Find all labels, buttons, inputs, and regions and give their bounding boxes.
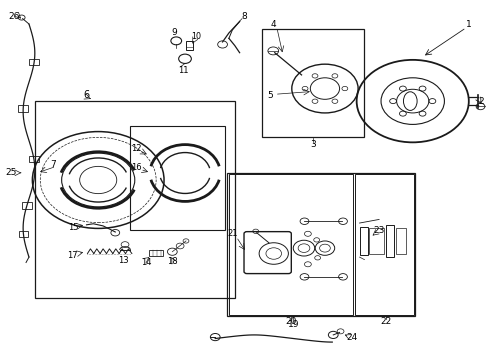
- Text: 1: 1: [465, 19, 471, 28]
- Text: 2: 2: [477, 96, 483, 105]
- Bar: [29, 59, 39, 65]
- Text: 12: 12: [131, 144, 141, 153]
- Text: 24: 24: [346, 333, 357, 342]
- Text: 25: 25: [6, 168, 17, 177]
- Bar: [29, 156, 39, 162]
- Bar: [18, 105, 28, 112]
- Text: 3: 3: [309, 140, 315, 149]
- Text: 23: 23: [372, 226, 384, 235]
- Text: 20: 20: [285, 317, 296, 326]
- Bar: [185, 41, 192, 50]
- Text: 18: 18: [167, 257, 177, 266]
- Bar: [35, 101, 234, 298]
- Bar: [227, 173, 414, 316]
- Bar: [386, 225, 393, 257]
- Text: 6: 6: [83, 90, 89, 100]
- Text: 16: 16: [131, 163, 141, 172]
- Text: 14: 14: [141, 258, 151, 267]
- Text: 17: 17: [67, 251, 78, 260]
- Text: 19: 19: [287, 320, 298, 329]
- Text: 8: 8: [241, 12, 247, 21]
- Text: 13: 13: [118, 256, 129, 265]
- Bar: [395, 228, 406, 253]
- Text: 10: 10: [190, 32, 201, 41]
- Text: 5: 5: [267, 91, 273, 100]
- Bar: [22, 202, 32, 209]
- Text: 9: 9: [171, 28, 177, 37]
- Bar: [130, 126, 224, 230]
- Bar: [228, 174, 352, 315]
- Bar: [149, 249, 163, 256]
- Bar: [359, 226, 367, 255]
- Text: 4: 4: [270, 19, 276, 28]
- Text: 11: 11: [178, 66, 188, 75]
- Bar: [261, 30, 363, 137]
- Text: 21: 21: [227, 229, 238, 238]
- Text: 22: 22: [380, 317, 391, 326]
- Bar: [368, 228, 383, 253]
- Bar: [354, 174, 413, 315]
- Bar: [19, 231, 28, 237]
- Text: 7: 7: [50, 161, 56, 170]
- Text: 26: 26: [9, 12, 20, 21]
- Text: 15: 15: [67, 223, 78, 232]
